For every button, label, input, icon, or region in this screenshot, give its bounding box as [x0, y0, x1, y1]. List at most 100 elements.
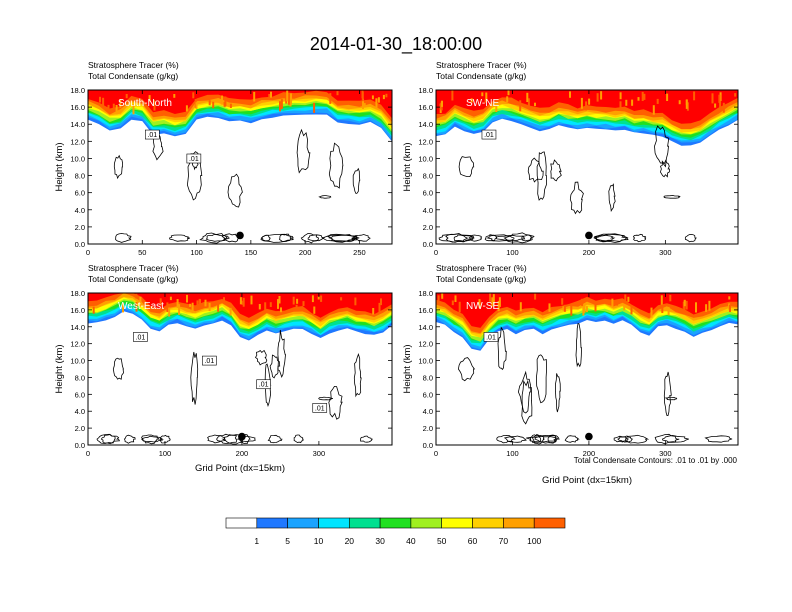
condensate-contour: [517, 370, 532, 414]
condensate-contour: [617, 435, 634, 443]
location-marker: [238, 432, 246, 441]
tracer-speckle: [112, 103, 115, 111]
y-tick-label: 8.0: [75, 373, 85, 382]
colorbar-box: [225, 517, 258, 529]
tracer-speckle: [241, 300, 244, 305]
y-tick-label: 2.0: [75, 223, 85, 232]
tracer-speckle: [596, 93, 599, 102]
tracer-speckle: [302, 301, 305, 306]
x-tick-label: 0: [434, 449, 438, 458]
tracer-speckle: [458, 301, 461, 313]
y-tick-label: 4.0: [423, 206, 433, 215]
colorbar-box: [441, 517, 473, 529]
colorbar-label: 10: [314, 536, 324, 546]
tracer-speckle: [454, 295, 457, 302]
x-tick-label: 200: [583, 248, 596, 257]
condensate-contour: [535, 354, 548, 404]
tracer-speckle: [580, 97, 583, 109]
tracer-speckle: [588, 98, 591, 105]
tracer-speckle: [548, 303, 551, 312]
tracer-speckle: [705, 304, 708, 312]
tracer-speckle: [189, 303, 192, 307]
y-tick-label: 2.0: [75, 424, 85, 433]
tracer-speckle: [619, 101, 622, 108]
y-tick-label: 4.0: [75, 206, 85, 215]
tracer-speckle: [652, 105, 655, 115]
tracer-speckle: [292, 296, 295, 305]
condensate-contour: [159, 434, 171, 444]
colorbar-label: 60: [468, 536, 478, 546]
tracer-speckle: [519, 100, 522, 112]
tracer-speckle: [192, 92, 195, 99]
condensate-contour: [296, 128, 311, 174]
contour-label-box: [145, 129, 160, 140]
condensate-contour: [704, 435, 733, 443]
tracer-speckle: [695, 302, 697, 313]
tracer-speckle: [637, 97, 640, 101]
location-marker: [236, 231, 244, 240]
tracer-speckle: [685, 99, 688, 109]
condensate-contour: [277, 329, 286, 378]
tracer-speckle: [229, 307, 232, 316]
tracer-speckle: [641, 91, 644, 101]
condensate-contour: [654, 433, 680, 445]
tracer-speckle: [212, 101, 215, 109]
panel-title-line: Total Condensate (g/kg): [436, 274, 526, 284]
tracer-speckle: [173, 94, 176, 98]
tracer-speckle: [527, 98, 530, 106]
tracer-speckle: [686, 102, 689, 111]
tracer-speckle: [223, 297, 225, 304]
y-tick-label: 18.0: [70, 289, 85, 298]
tracer-band: [436, 90, 738, 124]
panel-label: South-North: [118, 98, 172, 109]
y-tick-label: 6.0: [75, 390, 85, 399]
tracer-speckle: [313, 306, 316, 314]
panel-frame: [435, 292, 739, 446]
x-tick-label: 100: [159, 449, 172, 458]
tracer-speckle: [135, 293, 138, 299]
condensate-contour: [534, 434, 560, 444]
condensate-contour: [141, 434, 161, 445]
contour-label: .01: [136, 334, 146, 341]
y-tick-label: 18.0: [418, 289, 433, 298]
tracer-speckle: [561, 298, 564, 305]
contour-label: .01: [484, 132, 494, 139]
condensate-contour: [654, 125, 670, 168]
tracer-speckle: [221, 95, 223, 105]
tracer-speckle: [125, 94, 128, 99]
panel-frame: [87, 89, 393, 245]
colorbar-box: [472, 517, 504, 529]
tracer-speckle: [286, 90, 289, 102]
condensate-contour: [445, 233, 468, 243]
tracer-speckle: [122, 302, 124, 313]
panel-title-line: Stratosphere Tracer (%): [88, 263, 179, 273]
condensate-contour: [123, 434, 136, 444]
y-tick-label: 12.0: [418, 137, 433, 146]
contour-label: .01: [147, 132, 157, 139]
condensate-contour: [521, 234, 532, 242]
colorbar: 1 5 10 20 30 40 50 60 70 100: [225, 517, 566, 546]
tracer-speckle: [268, 94, 271, 97]
tracer-speckle: [242, 297, 245, 307]
tracer-speckle: [491, 297, 494, 307]
colorbar-label: 5: [285, 536, 290, 546]
y-tick-label: 8.0: [423, 172, 433, 181]
tracer-speckle: [186, 294, 188, 303]
condensate-contour: [221, 233, 241, 243]
condensate-contour: [112, 357, 124, 380]
panel-frame: [87, 292, 393, 446]
panel-label: SW-NE: [466, 98, 499, 109]
tracer-speckle: [329, 93, 332, 104]
tracer-speckle: [631, 99, 634, 106]
tracer-speckle: [195, 102, 198, 109]
tracer-speckle: [223, 102, 226, 107]
panel-south-north: .01 .01 South-North Stratosphere Tracer (%)…: [54, 60, 393, 257]
condensate-contour: [267, 434, 283, 444]
tracer-speckle: [362, 98, 364, 109]
condensate-contour: [199, 232, 230, 244]
tracer-speckle: [666, 93, 669, 101]
tracer-speckle: [570, 305, 573, 316]
y-tick-label: 0.0: [423, 441, 433, 450]
condensate-contour: [318, 195, 332, 199]
tracer-speckle: [534, 293, 537, 300]
